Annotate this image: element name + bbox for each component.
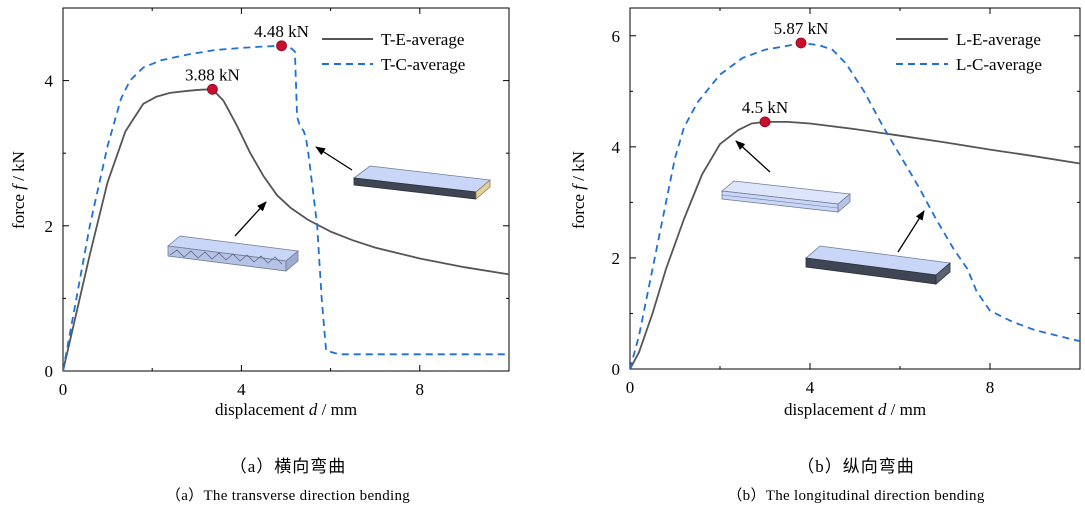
y-tick-label: 4 [45, 72, 54, 91]
series-line-l-e-average [630, 121, 1080, 369]
axes-ticks: 0 4 8 0 2 4 [45, 7, 510, 399]
annotation-group: 3.88 kN 4.48 kN [185, 22, 309, 95]
legend-label-t-e: T-E-average [381, 30, 464, 49]
x-tick-label: 8 [416, 380, 425, 399]
peak-marker [795, 37, 807, 49]
pointer-arrow-e [735, 140, 771, 173]
peak-marker [207, 83, 218, 95]
specimen-image-transverse-e [167, 235, 299, 272]
pointer-arrow-c [897, 210, 925, 253]
x-tick-label: 0 [59, 380, 68, 399]
y-tick-label: 6 [612, 27, 621, 46]
legend-label-l-e: L-E-average [956, 30, 1041, 49]
peak-marker [276, 40, 287, 52]
x-tick-label: 8 [986, 378, 995, 397]
pointer-arrow-e [234, 201, 267, 237]
peak-marker [759, 116, 771, 128]
legend: T-E-average T-C-average [322, 30, 465, 74]
legend-label-t-c: T-C-average [381, 55, 465, 74]
y-tick-label: 0 [45, 362, 54, 381]
y-tick-label: 2 [45, 217, 54, 236]
axes-ticks: 0 4 8 0 2 4 6 [612, 8, 1081, 397]
x-axis-label: displacement d / mm [784, 400, 926, 419]
chart-longitudinal: 0 4 8 0 2 4 6 4.5 kN 5.87 kN L-E-average L-C-av… [569, 7, 1081, 419]
y-tick-label: 2 [612, 249, 621, 268]
y-axis-label: force f / kN [569, 151, 588, 229]
y-axis-label: force f / kN [9, 151, 28, 229]
plot-frame [629, 7, 1081, 370]
peak-value-label: 4.48 kN [254, 22, 309, 41]
x-tick-label: 4 [806, 378, 815, 397]
series-line-t-c-average [63, 44, 509, 371]
series-group [630, 42, 1080, 369]
caption-a-english: （a）The transverse direction bending [165, 488, 411, 504]
caption-a-chinese: （a）横向弯曲 [229, 457, 347, 476]
peak-value-label: 3.88 kN [185, 65, 240, 84]
legend-label-l-c: L-C-average [956, 55, 1042, 74]
series-line-t-e-average [63, 88, 509, 371]
series-group [63, 44, 509, 371]
x-tick-label: 0 [626, 378, 635, 397]
pointer-arrow-c [315, 146, 353, 171]
chart-transverse: 0 4 8 0 2 4 3.88 kN 4.48 kN T-E-average T-C-av… [9, 7, 510, 419]
annotation-group: 4.5 kN 5.87 kN [742, 19, 829, 128]
specimen-image-longitudinal-e [721, 180, 851, 213]
x-axis-label: displacement d / mm [215, 400, 357, 419]
peak-value-label: 5.87 kN [774, 19, 829, 38]
specimen-image-longitudinal-c [805, 245, 951, 285]
x-tick-label: 4 [237, 380, 246, 399]
legend: L-E-average L-C-average [896, 30, 1042, 74]
plot-frame [62, 7, 510, 372]
caption-b-english: （b）The longitudinal direction bending [727, 488, 985, 504]
specimen-image-transverse-c [352, 165, 491, 200]
caption-b-chinese: （b）纵向弯曲 [797, 457, 915, 476]
y-tick-label: 0 [612, 360, 621, 379]
y-tick-label: 4 [612, 138, 621, 157]
series-line-l-c-average [630, 42, 1080, 369]
peak-value-label: 4.5 kN [742, 98, 788, 117]
